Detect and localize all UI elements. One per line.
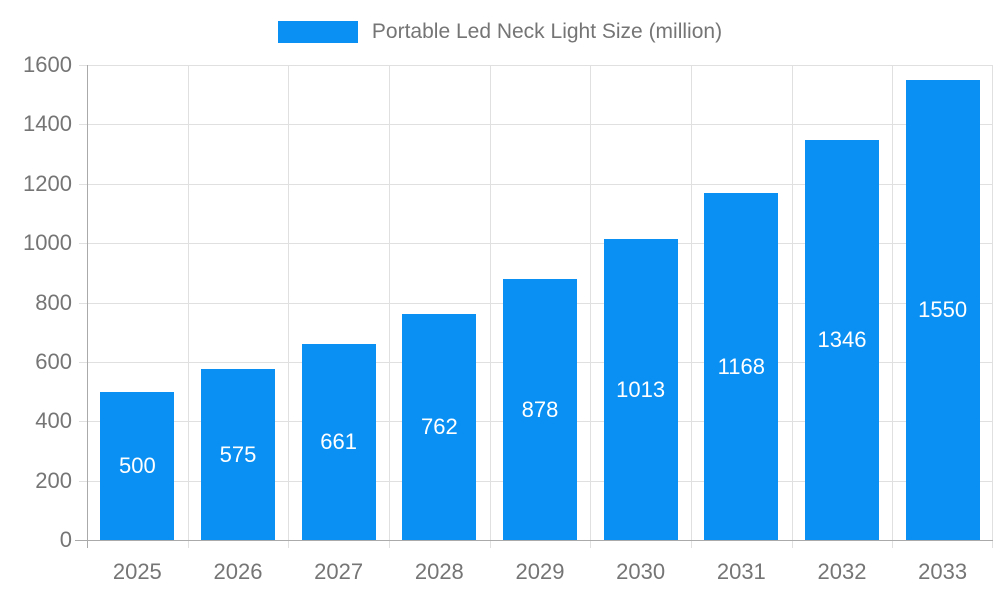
x-axis-line bbox=[75, 540, 993, 541]
bar: 661 bbox=[301, 343, 376, 540]
v-gridline bbox=[792, 65, 793, 540]
y-axis-label: 1600 bbox=[23, 52, 72, 77]
x-axis-tick bbox=[892, 540, 893, 548]
y-axis-label: 200 bbox=[35, 467, 72, 493]
bar-value-label: 1013 bbox=[616, 376, 666, 402]
x-axis-label: 2031 bbox=[716, 559, 766, 584]
bar: 1550 bbox=[905, 79, 980, 540]
h-gridline bbox=[79, 243, 993, 245]
y-axis-label: 600 bbox=[35, 348, 72, 374]
x-axis-label: 2030 bbox=[616, 559, 666, 584]
legend-swatch bbox=[277, 21, 358, 43]
y-axis-label: 1000 bbox=[23, 230, 72, 256]
v-gridline bbox=[992, 65, 993, 540]
x-axis-tick bbox=[792, 540, 793, 548]
plot-area: 0 200 400 600 800 1000 1200 1400 1600 500 2025 575 2… bbox=[23, 54, 993, 584]
v-gridline bbox=[389, 65, 390, 540]
y-axis-label: 800 bbox=[35, 289, 72, 315]
bar: 762 bbox=[402, 313, 477, 540]
x-axis-tick bbox=[188, 540, 189, 548]
y-axis-label: 1400 bbox=[23, 111, 72, 137]
bar: 500 bbox=[100, 391, 175, 540]
v-gridline bbox=[590, 65, 591, 540]
v-gridline bbox=[892, 65, 893, 540]
x-axis-tick bbox=[389, 540, 390, 548]
v-gridline bbox=[490, 65, 491, 540]
v-gridline bbox=[691, 65, 692, 540]
bar-value-label: 1168 bbox=[717, 353, 765, 379]
bar: 1168 bbox=[704, 193, 779, 540]
y-axis-label: 1200 bbox=[23, 170, 72, 196]
x-axis-label: 2033 bbox=[918, 559, 968, 584]
bar-value-label: 575 bbox=[219, 441, 257, 467]
bar-value-label: 500 bbox=[118, 452, 156, 478]
bar: 575 bbox=[201, 369, 275, 540]
legend-label: Portable Led Neck Light Size (million) bbox=[371, 20, 723, 43]
bar-value-label: 661 bbox=[320, 428, 358, 454]
x-axis-tick bbox=[590, 540, 591, 548]
bar: 878 bbox=[503, 279, 577, 540]
x-axis-tick bbox=[992, 540, 993, 548]
x-axis-tick bbox=[490, 540, 491, 548]
h-gridline bbox=[79, 183, 993, 185]
bar-value-label: 762 bbox=[420, 413, 458, 439]
bar-value-label: 878 bbox=[521, 396, 559, 422]
x-axis-tick bbox=[288, 540, 289, 548]
legend: Portable Led Neck Light Size (million) bbox=[0, 20, 1000, 44]
bar: 1013 bbox=[603, 239, 678, 540]
x-axis-label: 2029 bbox=[515, 559, 565, 584]
bar-value-label: 1346 bbox=[817, 327, 867, 353]
v-gridline bbox=[288, 65, 289, 540]
v-gridline bbox=[188, 65, 189, 540]
y-axis-label: 0 bbox=[59, 527, 72, 552]
h-gridline bbox=[79, 124, 993, 126]
x-axis-label: 2028 bbox=[414, 559, 464, 584]
bar-value-label: 1550 bbox=[918, 296, 968, 322]
x-axis-tick bbox=[691, 540, 692, 548]
bar: 1346 bbox=[805, 140, 879, 540]
y-axis-line bbox=[87, 65, 88, 548]
x-axis-label: 2025 bbox=[112, 559, 162, 584]
x-axis-label: 2032 bbox=[817, 559, 867, 584]
y-axis-label: 400 bbox=[35, 408, 72, 434]
x-axis-label: 2026 bbox=[213, 559, 263, 584]
h-gridline bbox=[79, 65, 993, 66]
x-axis-label: 2027 bbox=[314, 559, 364, 584]
